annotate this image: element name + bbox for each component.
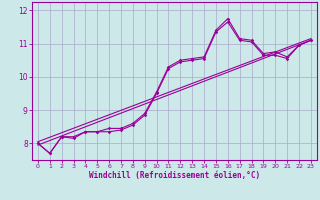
X-axis label: Windchill (Refroidissement éolien,°C): Windchill (Refroidissement éolien,°C) <box>89 171 260 180</box>
